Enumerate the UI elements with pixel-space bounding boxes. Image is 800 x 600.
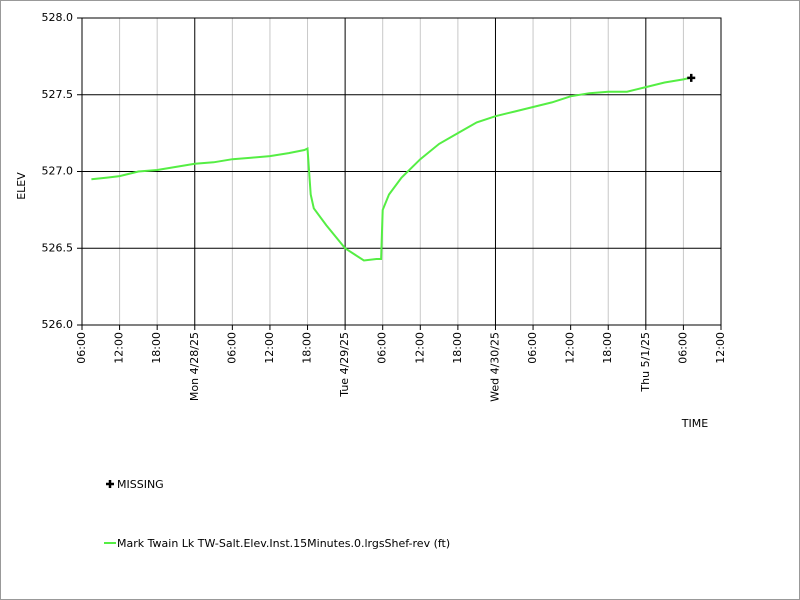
x-tick-label: Tue 4/29/25 [338, 332, 351, 398]
legend-symbol [106, 480, 114, 488]
x-tick-label: Mon 4/28/25 [188, 332, 201, 401]
y-tick-label: 527.5 [42, 88, 74, 101]
legend-label: MISSING [117, 478, 164, 491]
x-tick-label: 12:00 [113, 332, 126, 364]
missing-marker [687, 73, 696, 82]
x-tick-label: 12:00 [564, 332, 577, 364]
x-tick-label: 12:00 [263, 332, 276, 364]
x-tick-label: 06:00 [676, 332, 689, 364]
x-tick-label: 12:00 [413, 332, 426, 364]
x-tick-label: Thu 5/1/25 [639, 332, 652, 393]
x-tick-label: 18:00 [451, 332, 464, 364]
y-axis-label: ELEV [15, 172, 28, 200]
x-axis-label: TIME [681, 417, 708, 430]
y-tick-label: 526.0 [42, 318, 74, 331]
x-tick-label: 06:00 [376, 332, 389, 364]
plot-border [81, 17, 722, 326]
x-tick-label: 06:00 [75, 332, 88, 364]
x-tick-label: 18:00 [301, 332, 314, 364]
legend-label: Mark Twain Lk TW-Salt.Elev.Inst.15Minute… [117, 537, 450, 550]
y-tick-label: 528.0 [42, 11, 74, 24]
x-tick-label: 12:00 [714, 332, 727, 364]
x-tick-label: 06:00 [225, 332, 238, 364]
series-line [91, 76, 690, 262]
x-tick-label: 18:00 [150, 332, 163, 364]
x-tick-label: 18:00 [601, 332, 614, 364]
y-tick-label: 527.0 [42, 165, 74, 178]
x-tick-label: Wed 4/30/25 [488, 332, 501, 402]
x-tick-label: 06:00 [526, 332, 539, 364]
y-tick-label: 526.5 [42, 241, 74, 254]
